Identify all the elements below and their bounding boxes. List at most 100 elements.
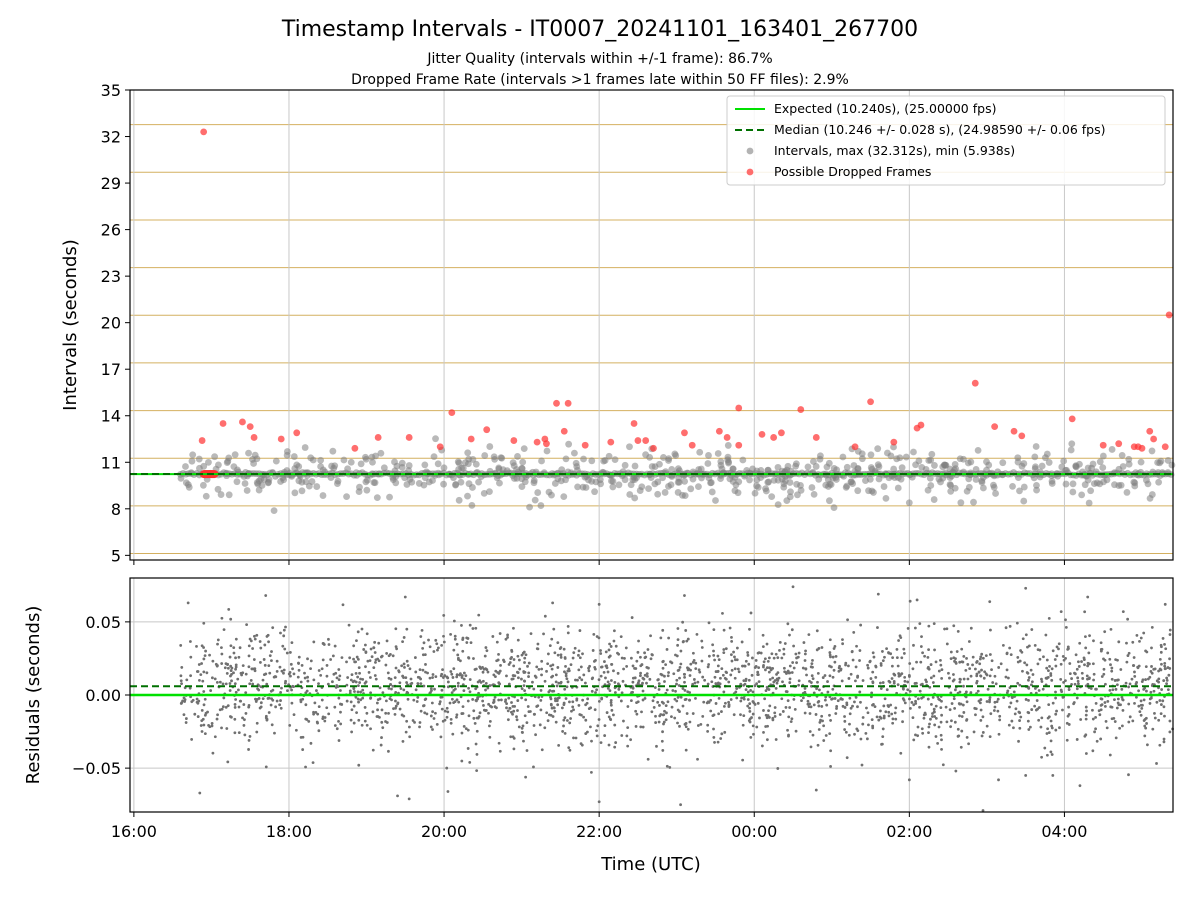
residual-point (964, 668, 968, 672)
residual-point (962, 684, 965, 688)
residual-point (186, 601, 190, 605)
interval-point (898, 464, 906, 472)
residual-point (600, 697, 604, 701)
residual-point (562, 647, 566, 651)
residual-point (659, 713, 663, 716)
legend-dropped-swatch (746, 168, 754, 176)
residual-point (902, 652, 906, 655)
interval-point (1099, 452, 1107, 460)
residual-point (449, 632, 452, 636)
residual-point (600, 665, 603, 669)
residual-point (1103, 705, 1107, 708)
residual-point (1163, 667, 1167, 671)
residual-point (670, 715, 673, 718)
residual-point (340, 656, 344, 660)
residual-point (292, 713, 296, 717)
interval-point (538, 457, 545, 465)
residual-point (1158, 699, 1162, 702)
residual-point (431, 676, 434, 679)
residual-point (1055, 645, 1059, 649)
residual-point (975, 681, 979, 685)
residual-point (1152, 689, 1156, 693)
residual-point (233, 703, 237, 706)
residual-point (757, 651, 761, 655)
residual-point (1066, 714, 1070, 718)
residual-point (537, 667, 541, 671)
residual-point (945, 627, 949, 631)
interval-point (455, 459, 463, 467)
interval-point (1062, 480, 1070, 488)
residual-point (369, 691, 372, 695)
residual-point (596, 724, 600, 728)
residual-point (1084, 646, 1088, 650)
residual-point (312, 640, 316, 644)
residual-point (920, 727, 924, 731)
residual-point (433, 687, 436, 691)
residual-point (507, 682, 511, 686)
residual-point (691, 682, 695, 686)
residual-point (1086, 595, 1090, 599)
residual-point (782, 647, 786, 651)
residual-point (931, 712, 934, 715)
residual-point (757, 680, 761, 684)
residual-point (188, 686, 192, 690)
residual-point (697, 668, 701, 672)
residual-point (879, 681, 882, 685)
dropped-point (1146, 427, 1154, 435)
residual-point (1168, 667, 1172, 670)
residual-point (452, 667, 456, 671)
residual-point (1041, 687, 1045, 691)
interval-point (942, 469, 949, 477)
residual-point (765, 666, 769, 670)
residual-point (511, 735, 515, 739)
dropped-point (405, 434, 413, 441)
residual-point (1106, 651, 1110, 655)
residual-point (712, 653, 716, 657)
residual-point (1153, 667, 1157, 671)
residual-point (830, 697, 833, 701)
residual-point (208, 725, 212, 729)
residual-point (808, 702, 811, 706)
residual-point (859, 700, 862, 704)
residual-point (1040, 680, 1044, 683)
residual-point (198, 678, 201, 682)
residual-point (775, 672, 778, 676)
residual-point (513, 674, 517, 678)
residual-point (586, 697, 590, 701)
residual-point (898, 674, 902, 677)
residual-point (271, 626, 275, 630)
residual-point (749, 689, 752, 692)
residual-point (676, 708, 680, 712)
residual-point (768, 678, 772, 681)
residual-point (597, 718, 601, 721)
interval-point (1156, 459, 1164, 467)
residual-point (684, 748, 688, 752)
residual-point (461, 705, 465, 709)
residual-point (422, 704, 425, 708)
residual-point (1137, 664, 1141, 668)
residual-point (403, 665, 406, 669)
residual-point (1157, 680, 1161, 684)
residual-point (373, 640, 377, 644)
dropped-point (650, 444, 657, 452)
residual-point (1132, 656, 1136, 659)
dropped-point (467, 435, 475, 443)
residual-point (1047, 669, 1050, 673)
residual-point (711, 714, 715, 718)
residual-point (613, 691, 617, 694)
residual-point (669, 660, 672, 664)
dropped-point (374, 434, 382, 441)
residual-point (1005, 668, 1009, 672)
residual-point (339, 689, 342, 692)
residual-point (901, 709, 905, 713)
residual-point (1066, 648, 1070, 651)
residual-point (1160, 662, 1163, 666)
residual-point (691, 712, 695, 715)
residual-point (681, 640, 685, 644)
residual-point (724, 670, 728, 674)
interval-point (823, 463, 831, 471)
residual-point (355, 655, 359, 659)
residual-point (479, 667, 483, 670)
residual-point (609, 699, 613, 702)
residual-point (835, 707, 838, 710)
